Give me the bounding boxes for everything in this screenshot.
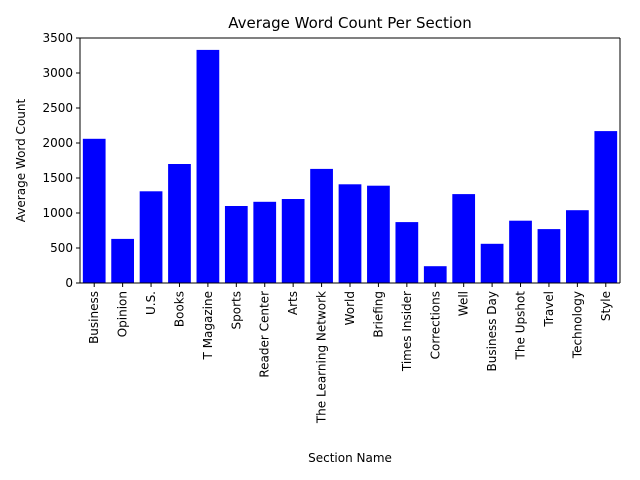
x-axis-label: Section Name — [308, 451, 392, 465]
bar-2 — [139, 191, 163, 283]
bar-5 — [224, 206, 248, 283]
bar-0 — [82, 138, 106, 283]
x-tick-label-14: Business Day — [485, 291, 499, 371]
x-tick-label-6: Reader Center — [258, 291, 272, 378]
bar-4 — [196, 49, 220, 284]
bar-9 — [338, 184, 362, 283]
bar-10 — [367, 185, 390, 283]
x-tick-label-8: The Learning Network — [315, 291, 329, 424]
x-tick-label-12: Corrections — [428, 291, 442, 359]
y-axis-label: Average Word Count — [14, 99, 28, 223]
bar-15 — [509, 220, 532, 283]
x-tick-label-9: World — [343, 291, 357, 325]
x-tick-label-2: U.S. — [144, 291, 158, 315]
bars-group — [82, 49, 618, 284]
y-tick-label-6: 3000 — [42, 66, 73, 80]
x-tick-label-17: Technology — [570, 291, 584, 359]
bar-17 — [566, 210, 589, 283]
x-tick-label-13: Well — [457, 291, 471, 316]
x-tick-label-3: Books — [172, 291, 186, 327]
x-tick-label-5: Sports — [229, 291, 243, 329]
x-tick-label-4: T Magazine — [201, 291, 215, 360]
x-tick-label-0: Business — [87, 291, 101, 344]
bar-14 — [480, 243, 504, 283]
bar-7 — [281, 199, 305, 283]
y-tick-label-2: 1000 — [42, 206, 73, 220]
y-tick-label-3: 1500 — [42, 171, 73, 185]
bar-1 — [111, 238, 134, 283]
bar-3 — [168, 164, 191, 283]
x-tick-label-7: Arts — [286, 291, 300, 315]
y-tick-label-4: 2000 — [42, 136, 73, 150]
bar-8 — [310, 168, 333, 283]
x-tick-label-18: Style — [599, 291, 613, 321]
bar-13 — [452, 194, 476, 283]
x-tick-label-10: Briefing — [371, 291, 385, 338]
bar-11 — [395, 222, 419, 283]
bar-12 — [423, 266, 447, 283]
bar-6 — [253, 201, 277, 283]
bar-18 — [594, 131, 618, 283]
x-tick-label-16: Travel — [542, 291, 556, 328]
y-tick-label-1: 500 — [50, 241, 73, 255]
x-axis-ticks: Business Opinion U.S. Books T Magazine Sports… — [87, 283, 613, 424]
y-tick-label-0: 0 — [65, 276, 73, 290]
chart-title: Average Word Count Per Section — [228, 14, 471, 32]
bar-16 — [537, 229, 561, 283]
y-axis-ticks: 0 500 1000 1500 2000 2500 3000 3500 — [42, 31, 80, 290]
x-tick-label-11: Times Insider — [400, 291, 414, 372]
plot-frame — [79, 37, 621, 284]
x-tick-label-1: Opinion — [116, 291, 130, 337]
y-tick-label-7: 3500 — [42, 31, 73, 45]
x-tick-label-15: The Upshot — [514, 291, 528, 361]
y-tick-label-5: 2500 — [42, 101, 73, 115]
